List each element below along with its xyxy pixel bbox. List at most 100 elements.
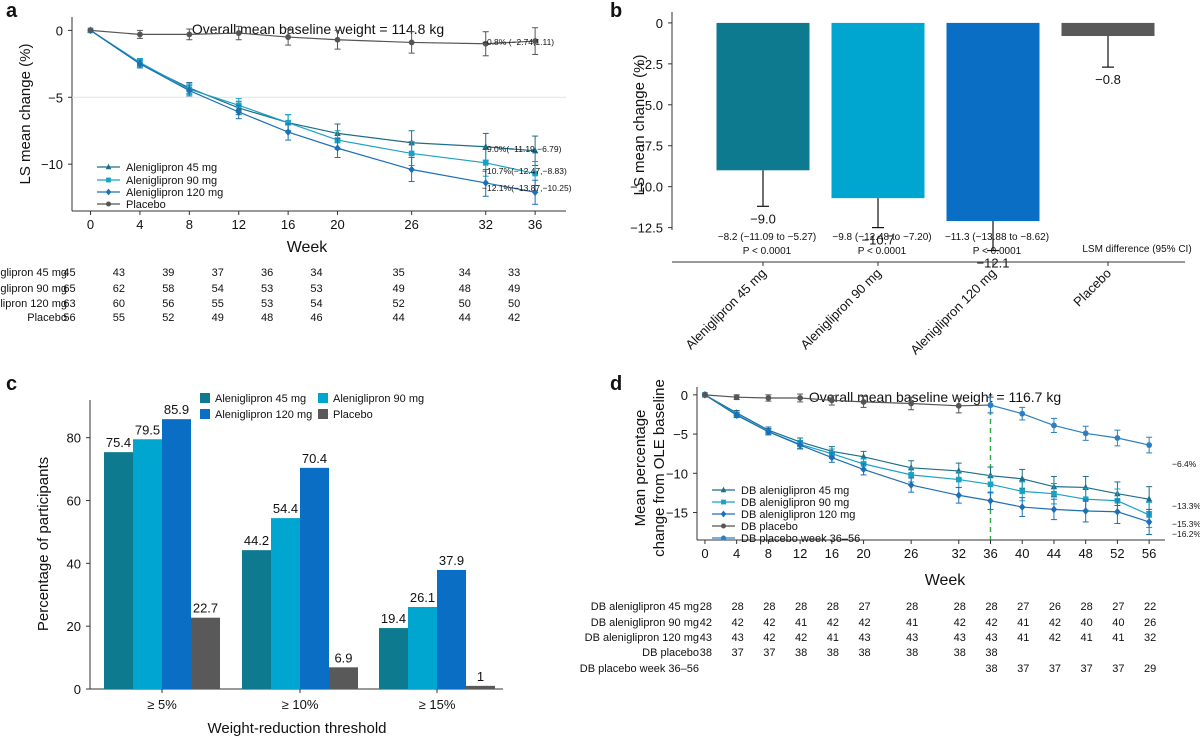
series-line xyxy=(704,394,1150,523)
y-tick-label: −5 xyxy=(48,90,63,105)
table-cell: 28 xyxy=(827,601,839,613)
series-line xyxy=(990,404,1150,446)
category-label: Placebo xyxy=(1070,266,1114,310)
bar xyxy=(946,22,1040,222)
table-cell: 45 xyxy=(63,267,75,279)
table-cell: 65 xyxy=(63,283,75,295)
y-tick-label: 40 xyxy=(67,556,81,571)
y-tick-label: 0 xyxy=(656,16,663,31)
data-point xyxy=(1145,495,1153,502)
table-cell: 58 xyxy=(162,283,174,295)
y-tick-label: −10 xyxy=(41,157,63,172)
p-value: P < 0.0001 xyxy=(973,246,1022,257)
end-label: −9.0%(−11.19,−6.79) xyxy=(482,144,562,154)
data-point xyxy=(137,31,143,38)
legend-marker xyxy=(105,188,112,196)
data-point xyxy=(908,472,914,478)
bar-value-label: 6.9 xyxy=(334,650,352,665)
data-point xyxy=(482,179,489,187)
legend-label: DB aleniglipron 45 mg xyxy=(741,485,849,497)
x-tick-label: 32 xyxy=(478,217,492,232)
table-row-label: DB placebo xyxy=(642,647,699,659)
table-cell: 53 xyxy=(261,298,273,310)
x-tick-label: 36 xyxy=(983,546,997,561)
table-cell: 37 xyxy=(1049,663,1061,675)
table-cell: 40 xyxy=(1081,617,1093,629)
category-label: ≥ 5% xyxy=(147,697,177,712)
table-cell: 28 xyxy=(763,601,775,613)
table-cell: 60 xyxy=(113,298,125,310)
table-cell: 34 xyxy=(459,267,471,279)
panel-letter-c: c xyxy=(6,373,17,395)
y-axis-title: LS mean change (%) xyxy=(631,55,648,196)
table-cell: 53 xyxy=(261,283,273,295)
table-cell: 42 xyxy=(508,312,520,324)
table-cell: 27 xyxy=(858,601,870,613)
bar xyxy=(271,518,300,689)
y-tick-label: −7.5 xyxy=(637,139,663,154)
end-label: −0.8% (−2.74,1.11) xyxy=(482,37,554,47)
x-axis-title: Weight-reduction threshold xyxy=(208,720,387,737)
data-point xyxy=(765,395,772,401)
table-row-label: DB aleniglipron 90 mg xyxy=(591,617,699,629)
x-axis-title: Week xyxy=(925,572,967,589)
y-tick-label: −10 xyxy=(666,466,688,481)
bar-value-label: 44.2 xyxy=(244,533,269,548)
data-point xyxy=(532,170,538,177)
data-point xyxy=(186,86,193,95)
legend-label: DB placebo week 36–56 xyxy=(741,533,860,545)
category-label: ≥ 15% xyxy=(419,697,456,712)
table-cell: 37 xyxy=(212,267,224,279)
data-point xyxy=(733,394,740,401)
table-cell: 29 xyxy=(1144,663,1156,675)
table-cell: 37 xyxy=(1081,663,1093,675)
x-tick-label: 44 xyxy=(1047,546,1061,561)
legend-label: DB aleniglipron 90 mg xyxy=(741,497,849,509)
x-tick-label: 48 xyxy=(1078,546,1092,561)
legend-marker xyxy=(105,163,112,170)
data-point xyxy=(1019,488,1026,495)
data-point xyxy=(1019,503,1026,511)
data-point xyxy=(797,395,804,401)
data-point xyxy=(285,34,292,40)
table-cell: 38 xyxy=(985,647,997,659)
data-point xyxy=(828,453,836,462)
table-cell: 38 xyxy=(827,647,839,659)
lsm-difference: −11.3 (−13.88 to −8.62) xyxy=(945,232,1049,243)
x-tick-label: 32 xyxy=(952,546,966,561)
bar-value-label: 19.4 xyxy=(381,611,406,626)
legend-swatch xyxy=(318,409,328,419)
table-cell: 41 xyxy=(795,617,807,629)
legend-marker xyxy=(720,486,727,493)
bar-value-label: −10.7 xyxy=(862,233,895,248)
data-point xyxy=(1114,435,1121,441)
data-point xyxy=(765,427,772,436)
table-cell: 43 xyxy=(985,632,997,644)
data-point xyxy=(334,36,341,43)
table-cell: 49 xyxy=(393,283,405,295)
legend-label: Aleniglipron 90 mg xyxy=(333,393,424,405)
table-cell: 43 xyxy=(858,632,870,644)
bar xyxy=(329,667,358,689)
data-point xyxy=(955,491,962,500)
legend-label: Placebo xyxy=(333,409,373,421)
data-point xyxy=(1051,490,1057,497)
y-axis-title: Mean percentage xyxy=(632,410,649,527)
legend-label: DB placebo xyxy=(741,521,798,533)
table-cell: 42 xyxy=(763,617,775,629)
bar xyxy=(716,22,810,171)
y-tick-label: −2.5 xyxy=(637,57,663,72)
end-label: −10.7%(−12.47,−8.83) xyxy=(482,166,567,176)
table-cell: 42 xyxy=(795,632,807,644)
table-cell: 32 xyxy=(1144,632,1156,644)
panel-letter-b: b xyxy=(610,0,622,22)
y-axis-title: Percentage of participants xyxy=(35,457,52,631)
category-label: Aleniglipron 45 mg xyxy=(682,266,769,353)
table-row-label: DB aleniglipron 45 mg xyxy=(591,601,699,613)
bar xyxy=(466,685,495,689)
table-cell: 26 xyxy=(1049,601,1061,613)
table-cell: 49 xyxy=(212,312,224,324)
data-point xyxy=(482,142,489,150)
table-cell: 50 xyxy=(459,298,471,310)
